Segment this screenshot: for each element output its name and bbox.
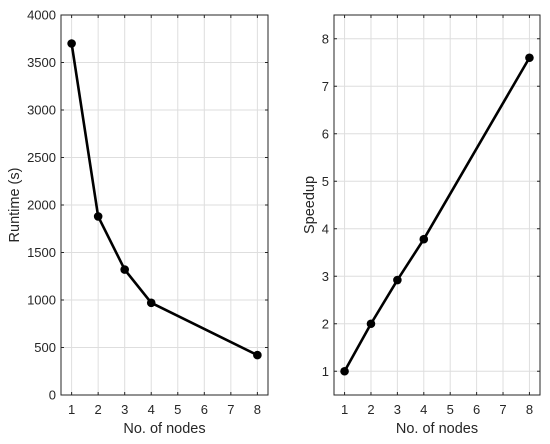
chart1-data-point (340, 366, 349, 376)
chart0-y-tick-label: 3500 (27, 55, 56, 70)
chart1-y-tick-label: 8 (322, 31, 329, 46)
chart0-y-tick-label: 4000 (27, 8, 56, 23)
chart1-x-axis-label: No. of nodes (396, 421, 478, 437)
chart1-data-point (366, 319, 376, 329)
chart1-x-tick-label: 4 (420, 402, 427, 417)
chart1-x-tick-label: 3 (394, 402, 401, 417)
chart0-y-axis-label: Runtime (s) (7, 168, 23, 243)
chart1-data-point (525, 53, 534, 63)
chart1-plot-area (334, 15, 540, 395)
chart0-x-tick-label: 6 (201, 402, 208, 417)
chart1-y-tick-label: 2 (322, 316, 329, 331)
chart0-x-tick-label: 3 (121, 402, 128, 417)
chart0-y-tick-label: 2000 (27, 198, 56, 213)
chart1-y-axis-label: Speedup (302, 176, 318, 234)
chart1-panel: 1 2 3 4 5 6 7 8 1 2 3 4 5 6 7 8 No. of nodes Speedup (302, 14, 541, 437)
chart1-y-tick-label: 5 (322, 174, 329, 189)
chart1-x-tick-label: 5 (447, 402, 454, 417)
chart1-x-tick-label: 7 (499, 402, 506, 417)
chart0-y-tick-label: 2500 (27, 150, 56, 165)
chart0-x-tick-label: 8 (254, 402, 261, 417)
chart0-x-tick-label: 4 (148, 402, 155, 417)
chart1-x-tick-label: 1 (341, 402, 348, 417)
chart1-x-tick-label: 8 (526, 402, 533, 417)
chart0-panel: 1 2 3 4 5 6 7 8 0 500 1000 1500 2000 2500 3000 3500 4000… (7, 8, 269, 437)
chart0-y-tick-label: 3000 (27, 103, 56, 118)
chart0-x-tick-label: 1 (68, 402, 75, 417)
chart0-y-tick-label: 0 (49, 388, 56, 403)
chart0-x-tick-label: 5 (174, 402, 181, 417)
chart0-data-point (93, 212, 103, 221)
chart0-y-tick-label: 1500 (27, 245, 56, 260)
chart1-y-tick-label: 3 (322, 269, 329, 284)
chart0-x-tick-label: 7 (227, 402, 234, 417)
chart1-y-tick-label: 4 (322, 221, 329, 236)
chart0-x-tick-label: 2 (95, 402, 102, 417)
chart0-data-point (146, 298, 156, 308)
chart1-x-tick-label: 2 (367, 402, 374, 417)
chart1-y-tick-label: 6 (322, 126, 329, 141)
chart0-y-tick-label: 1000 (27, 293, 56, 308)
chart1-data-point (393, 275, 402, 285)
chart1-y-tick-label: 1 (322, 364, 329, 379)
chart0-data-point (67, 39, 76, 48)
chart1-data-point (419, 234, 429, 244)
chart0-x-axis-label: No. of nodes (123, 421, 205, 437)
chart0-data-point (253, 350, 262, 360)
chart1-x-tick-label: 6 (473, 402, 480, 417)
chart0-y-tick-label: 500 (34, 340, 56, 355)
chart1-y-tick-label: 7 (322, 79, 329, 94)
chart0-data-point (120, 265, 129, 274)
chart1-axes-box (333, 14, 541, 396)
